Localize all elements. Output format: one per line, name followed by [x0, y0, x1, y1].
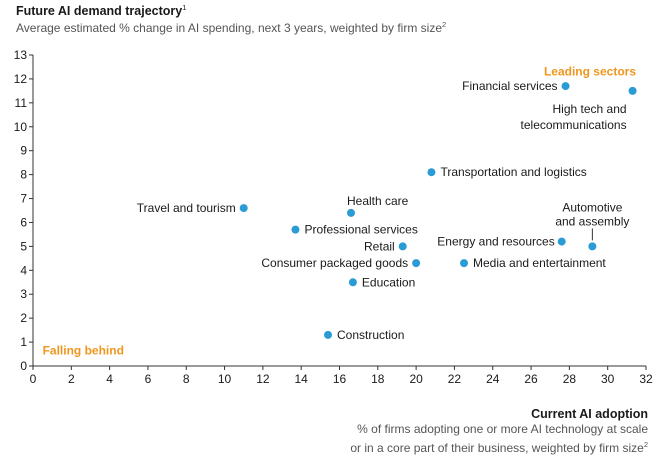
data-label: Energy and resources [437, 235, 554, 249]
data-point [348, 278, 357, 287]
data-point [588, 242, 597, 251]
x-tick-label: 14 [295, 372, 309, 386]
data-point [460, 259, 469, 268]
y-tick-label: 7 [20, 192, 27, 206]
title-footnote-marker: 1 [182, 3, 187, 12]
x-tick-label: 30 [601, 372, 615, 386]
x-tick-label: 4 [106, 372, 113, 386]
y-tick-label: 9 [20, 144, 27, 158]
data-label: Automotive and assembly [555, 200, 629, 228]
y-tick-label: 1 [20, 335, 27, 349]
data-point [398, 242, 407, 251]
data-point [291, 225, 300, 234]
x-tick-label: 12 [256, 372, 270, 386]
data-label: Consumer packaged goods [261, 256, 408, 270]
data-label: Health care [347, 194, 409, 208]
data-label: Retail [364, 239, 395, 253]
data-label: Professional services [304, 223, 417, 237]
data-point [557, 237, 566, 246]
y-tick-label: 11 [15, 96, 28, 110]
data-point [427, 168, 436, 177]
data-point [628, 86, 637, 95]
data-point [324, 330, 333, 339]
data-label: Education [362, 275, 415, 289]
data-label: Media and entertainment [473, 256, 606, 270]
chart-subtitle: Average estimated % change in AI spendin… [16, 20, 446, 35]
y-tick-label: 3 [20, 287, 27, 301]
data-point [346, 208, 355, 217]
data-label-line: Automotive [562, 200, 622, 214]
x-tick-label: 28 [563, 372, 577, 386]
x-axis-title: Current AI adoption [531, 407, 648, 421]
x-axis-footnote-marker: 2 [643, 440, 648, 449]
x-tick-label: 10 [218, 372, 232, 386]
data-label: Construction [337, 328, 404, 342]
y-tick-label: 0 [20, 359, 27, 373]
chart-title: Future AI demand trajectory1 [16, 3, 186, 18]
chart-title-text: Future AI demand trajectory [16, 4, 183, 19]
data-point [239, 204, 248, 213]
data-point [561, 82, 570, 91]
data-label-line: telecommunications [521, 118, 627, 132]
x-tick-label: 20 [409, 372, 423, 386]
data-label: Travel and tourism [137, 201, 236, 215]
subtitle-footnote-marker: 2 [442, 20, 447, 29]
y-tick-label: 10 [14, 120, 28, 134]
x-tick-label: 6 [145, 372, 152, 386]
y-tick-label: 12 [14, 72, 28, 86]
x-tick-label: 8 [183, 372, 190, 386]
annotation-falling-behind: Falling behind [43, 343, 124, 357]
data-label: Transportation and logistics [440, 165, 586, 179]
x-tick-label: 32 [639, 372, 653, 386]
data-point [412, 259, 421, 268]
x-tick-label: 0 [30, 372, 37, 386]
y-tick-label: 8 [20, 168, 27, 182]
y-tick-label: 6 [20, 215, 27, 229]
x-axis-subtitle-line2: or in a core part of their business, wei… [350, 437, 648, 456]
x-tick-label: 24 [486, 372, 500, 386]
y-tick-label: 2 [20, 311, 27, 325]
chart-subtitle-text: Average estimated % change in AI spendin… [16, 21, 443, 35]
x-axis-subtitle-line1: % of firms adopting one or more AI techn… [357, 422, 648, 436]
data-label: Financial services [462, 79, 557, 93]
x-tick-label: 2 [68, 372, 75, 386]
y-tick-label: 4 [20, 263, 27, 277]
y-tick-label: 13 [14, 48, 28, 62]
annotation-leading-sectors: Leading sectors [544, 65, 636, 79]
data-label-line: High tech and [553, 102, 627, 116]
y-tick-label: 5 [20, 239, 27, 253]
data-label-line: and assembly [555, 214, 629, 228]
x-axis-subtitle-line2-text: or in a core part of their business, wei… [350, 441, 644, 455]
x-tick-label: 22 [448, 372, 462, 386]
x-tick-label: 26 [524, 372, 538, 386]
data-label: High tech and telecommunications [521, 102, 627, 132]
x-tick-label: 18 [371, 372, 385, 386]
x-tick-label: 16 [333, 372, 347, 386]
x-axis-subtitle: % of firms adopting one or more AI techn… [350, 422, 648, 456]
